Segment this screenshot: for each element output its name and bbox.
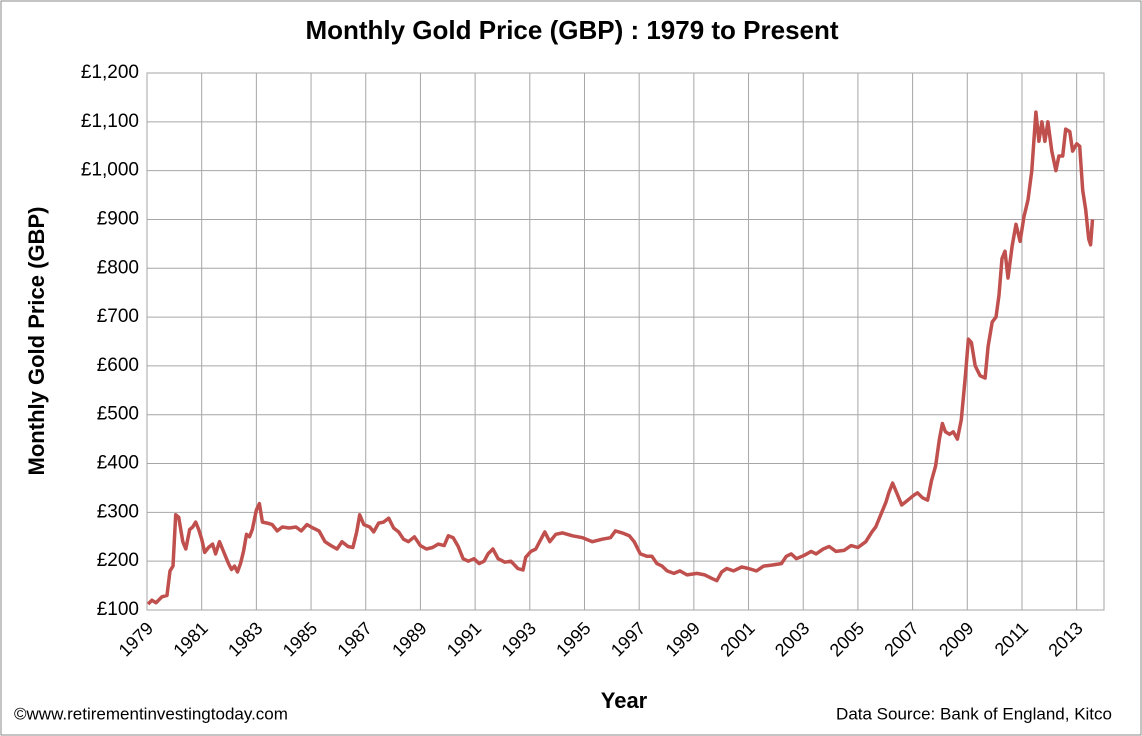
y-tick-label: £200 bbox=[97, 550, 139, 571]
y-tick-label: £600 bbox=[97, 355, 139, 376]
y-tick-label: £400 bbox=[97, 453, 139, 474]
y-tick-label: £800 bbox=[97, 257, 139, 278]
y-tick-label: £700 bbox=[97, 306, 139, 327]
x-axis-label: Year bbox=[601, 688, 648, 713]
y-tick-label: £300 bbox=[97, 501, 139, 522]
chart-title: Monthly Gold Price (GBP) : 1979 to Prese… bbox=[305, 15, 838, 45]
data-line bbox=[146, 110, 1095, 606]
data-source: Data Source: Bank of England, Kitco bbox=[836, 704, 1112, 723]
y-axis-label: Monthly Gold Price (GBP) bbox=[24, 207, 49, 476]
plot-border bbox=[146, 72, 1105, 611]
y-tick-label: £1,000 bbox=[81, 160, 139, 181]
y-tick-label: £900 bbox=[97, 208, 139, 229]
y-tick-label: £500 bbox=[97, 404, 139, 425]
copyright: ©www.retirementinvestingtoday.com bbox=[14, 704, 288, 723]
y-tick-label: £1,200 bbox=[81, 62, 139, 83]
y-tick-label: £100 bbox=[97, 599, 139, 620]
y-tick-label: £1,100 bbox=[81, 111, 139, 132]
